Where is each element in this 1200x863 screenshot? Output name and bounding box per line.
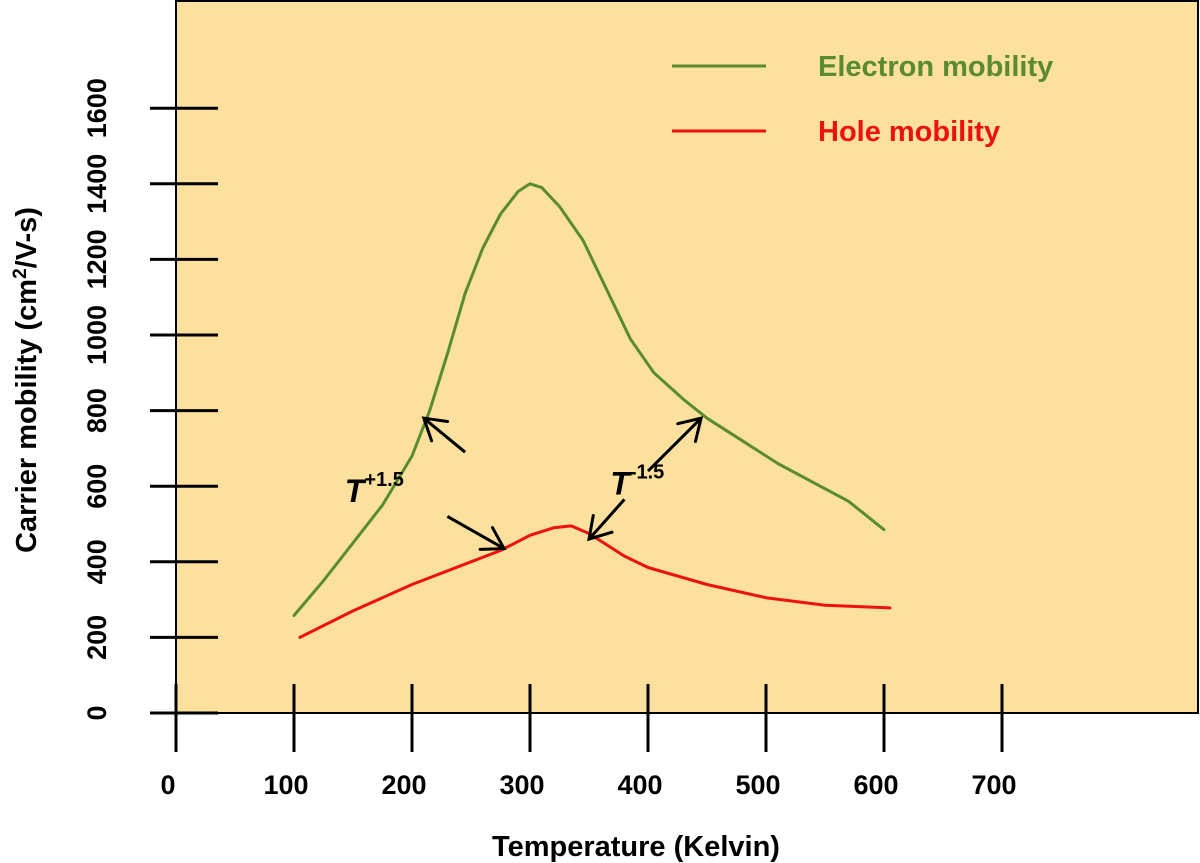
x-tick-label: 400 — [617, 770, 662, 800]
annotation-base: T — [610, 465, 632, 501]
plot-background — [175, 0, 1199, 714]
series-line-hole-mobility — [298, 524, 892, 639]
x-tick-label: 0 — [160, 770, 175, 800]
x-tick-label: 600 — [853, 770, 898, 800]
y-tick-label: 600 — [82, 464, 112, 509]
annotation-layer: T+1.5 T-1.5 — [345, 461, 665, 509]
y-tick-label: 200 — [82, 615, 112, 660]
annotation-exponent: -1.5 — [630, 461, 664, 483]
exponent-annotation: T+1.5 — [345, 469, 404, 509]
legend: Electron mobility Hole mobility — [672, 51, 1053, 148]
annotation-arrow — [422, 417, 467, 454]
legend-label: Electron mobility — [818, 51, 1053, 83]
y-tick-label: 800 — [82, 388, 112, 433]
series-layer — [292, 182, 892, 639]
x-axis-title: Temperature (Kelvin) — [492, 831, 780, 863]
y-tick-label: 1200 — [82, 229, 112, 289]
x-tick-label: 100 — [263, 770, 308, 800]
y-tick-label: 400 — [82, 539, 112, 584]
exponent-annotation: T-1.5 — [610, 461, 664, 501]
arrow-head — [421, 416, 450, 443]
arrow-head — [676, 416, 704, 443]
tick-layer: 0 100 200 300 400 500 600 700 0 200 400 600 800 1000 1… — [82, 78, 1017, 800]
y-tick-label: 0 — [82, 705, 112, 720]
legend-label: Hole mobility — [818, 116, 1000, 148]
annotation-exponent: +1.5 — [364, 469, 403, 491]
y-tick-label: 1600 — [82, 78, 112, 138]
annotation-arrow — [646, 417, 703, 473]
x-tick-label: 200 — [381, 770, 426, 800]
y-axis-title-part2: /V-s) — [11, 207, 43, 268]
annotation-base: T — [345, 473, 367, 509]
x-tick-label: 500 — [735, 770, 780, 800]
x-tick-label: 300 — [499, 770, 544, 800]
arrow-head — [587, 514, 614, 542]
y-tick-label: 1400 — [82, 154, 112, 214]
axis-layer — [175, 1, 1198, 714]
y-axis-title-superscript: 2 — [10, 268, 31, 279]
arrow-layer — [421, 416, 704, 551]
y-tick-label: 1000 — [82, 305, 112, 365]
series-line-electron-mobility — [292, 182, 886, 617]
arrow-head — [478, 526, 507, 551]
y-axis-title-part1: Carrier mobility (cm — [11, 279, 43, 553]
y-axis-title: Carrier mobility (cm2/V-s) — [10, 207, 44, 553]
annotation-arrow — [587, 498, 626, 541]
annotation-arrow — [446, 515, 505, 550]
x-tick-label: 700 — [971, 770, 1016, 800]
